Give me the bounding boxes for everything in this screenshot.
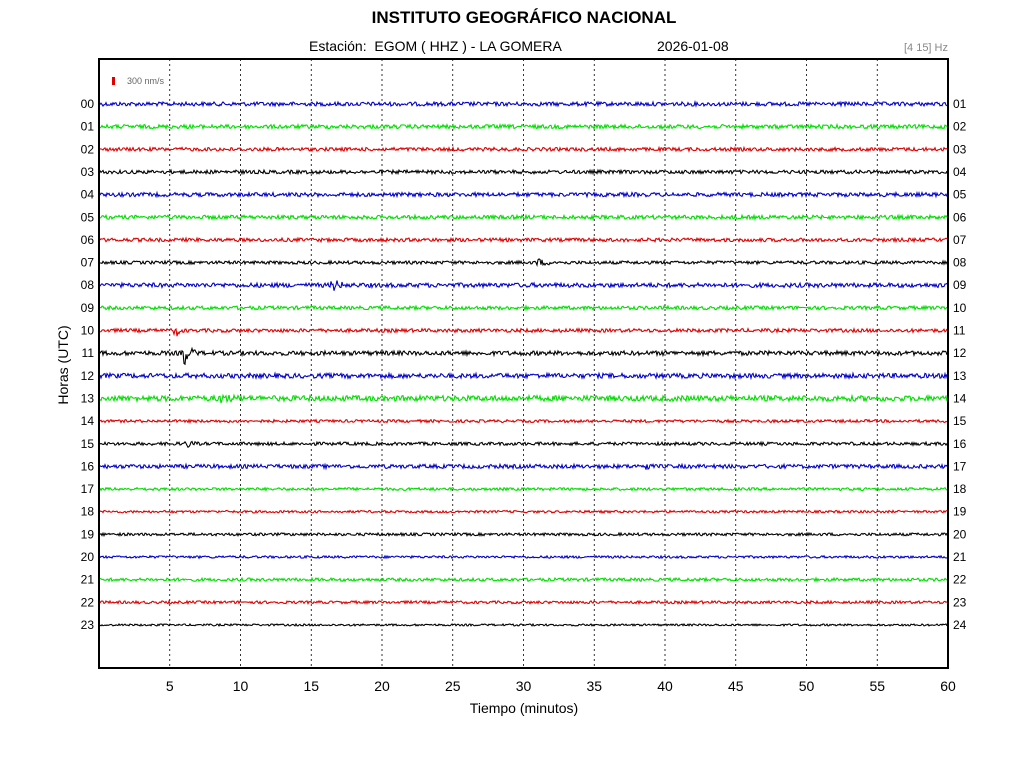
x-tick: 50 (799, 678, 815, 694)
chart-date: 2026-01-08 (657, 38, 729, 54)
trace-hour-00 (99, 99, 948, 108)
y-tick-right: 17 (953, 459, 967, 473)
y-tick-left: 07 (81, 256, 95, 270)
station-info: Estación: EGOM ( HHZ ) - LA GOMERA (309, 38, 562, 54)
x-tick: 55 (869, 678, 885, 694)
trace-hour-12 (99, 371, 948, 381)
y-tick-right: 20 (953, 527, 967, 541)
y-tick-right: 15 (953, 414, 967, 428)
y-tick-left: 10 (81, 324, 95, 338)
x-axis-label: Tiempo (minutos) (469, 700, 579, 716)
y-tick-left: 17 (81, 482, 95, 496)
trace-hour-09 (99, 304, 948, 312)
x-tick: 20 (374, 678, 390, 694)
y-tick-left: 06 (81, 233, 95, 247)
trace-hour-23 (99, 622, 948, 627)
y-tick-right: 09 (953, 278, 967, 292)
y-tick-right: 23 (953, 595, 967, 609)
y-tick-left: 14 (81, 414, 95, 428)
trace-hour-05 (99, 213, 948, 222)
trace-hour-03 (99, 168, 948, 176)
x-tick: 45 (728, 678, 744, 694)
y-tick-left: 23 (81, 618, 95, 632)
y-tick-left: 09 (81, 301, 95, 315)
trace-group (99, 99, 948, 627)
trace-hour-20 (99, 554, 948, 560)
trace-hour-14 (99, 418, 948, 425)
trace-hour-10 (99, 326, 948, 337)
trace-hour-17 (99, 486, 948, 492)
y-tick-right: 16 (953, 437, 967, 451)
y-tick-left: 12 (81, 369, 95, 383)
trace-hour-07 (100, 258, 948, 267)
y-tick-right: 13 (953, 369, 967, 383)
x-tick: 30 (516, 678, 532, 694)
x-tick: 35 (586, 678, 602, 694)
y-tick-right: 22 (953, 573, 967, 587)
y-tick-left: 01 (81, 120, 95, 134)
y-tick-right: 05 (953, 188, 967, 202)
x-tick: 5 (166, 678, 174, 694)
trace-hour-08 (99, 280, 948, 291)
y-tick-left: 03 (81, 165, 95, 179)
grid-lines (169, 59, 878, 668)
filter-band: [4 15] Hz (903, 42, 948, 54)
y-tick-right: 07 (953, 233, 967, 247)
y-tick-right: 24 (953, 618, 967, 632)
plot-frame (98, 58, 949, 669)
chart-title: INSTITUTO GEOGRÁFICO NACIONAL (371, 8, 677, 27)
y-tick-left: 11 (82, 346, 95, 360)
y-tick-right: 18 (953, 482, 967, 496)
y-tick-right: 02 (953, 120, 967, 134)
trace-hour-22 (99, 599, 948, 606)
trace-hour-06 (99, 236, 948, 244)
y-tick-left: 13 (81, 391, 95, 405)
y-tick-left: 21 (81, 573, 95, 587)
x-tick: 60 (940, 678, 956, 694)
y-tick-left: 20 (81, 550, 95, 564)
y-tick-left: 00 (81, 97, 95, 111)
x-tick: 40 (657, 678, 673, 694)
y-tick-right: 08 (953, 256, 967, 270)
y-tick-left: 15 (81, 437, 95, 451)
y-tick-right: 10 (953, 301, 967, 315)
trace-hour-11 (99, 346, 948, 366)
trace-hour-21 (99, 576, 948, 583)
y-tick-left: 08 (81, 278, 95, 292)
trace-hour-13 (99, 393, 948, 404)
y-tick-right: 19 (953, 505, 967, 519)
scale-bar (112, 77, 115, 85)
x-tick: 25 (445, 678, 461, 694)
y-tick-right: 01 (953, 97, 967, 111)
y-tick-right: 14 (953, 391, 967, 405)
trace-hour-04 (99, 190, 948, 199)
x-tick: 10 (233, 678, 249, 694)
y-tick-left: 05 (81, 210, 95, 224)
y-tick-right: 03 (953, 142, 967, 156)
y-tick-left: 22 (81, 595, 95, 609)
y-tick-right: 04 (953, 165, 967, 179)
y-tick-right: 21 (953, 550, 967, 564)
y-tick-left: 18 (81, 505, 95, 519)
tick-labels: 00 01 02 03 04 05 06 07 08 09 10 11 12 13 14 15 16 17 18 19… (81, 97, 967, 694)
y-tick-right: 11 (953, 324, 966, 338)
x-tick: 15 (303, 678, 319, 694)
trace-hour-15 (99, 440, 948, 448)
y-tick-left: 19 (81, 527, 95, 541)
scale-label: 300 nm/s (127, 76, 165, 86)
trace-hour-01 (99, 122, 948, 131)
trace-hour-19 (99, 531, 948, 538)
y-tick-left: 04 (81, 188, 95, 202)
y-tick-right: 06 (953, 210, 967, 224)
trace-hour-16 (99, 462, 948, 471)
y-tick-right: 12 (953, 346, 967, 360)
trace-hour-18 (99, 509, 948, 515)
y-tick-left: 02 (81, 142, 95, 156)
trace-hour-02 (100, 145, 948, 154)
y-tick-left: 16 (81, 459, 95, 473)
